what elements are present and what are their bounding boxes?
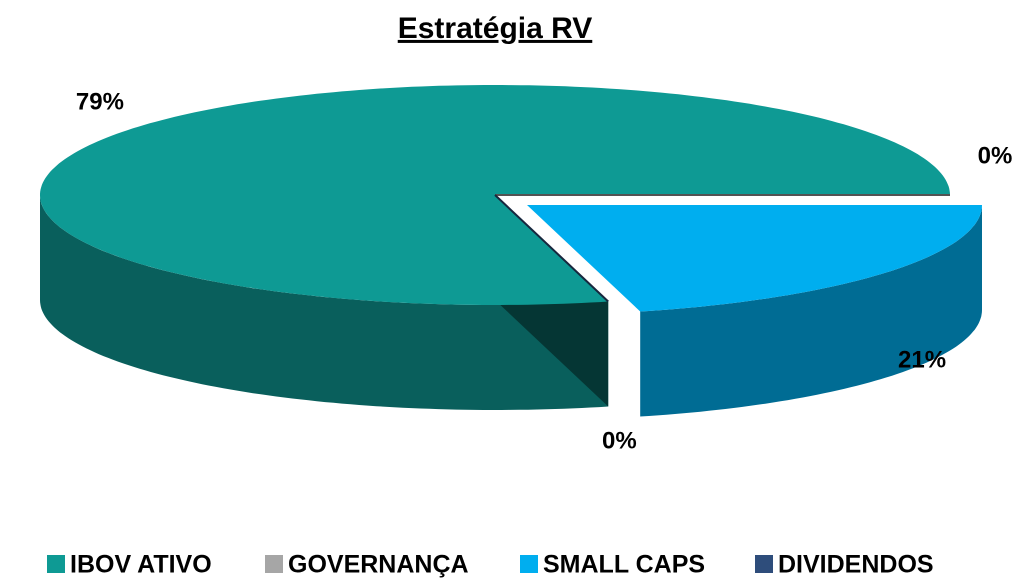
legend-label: IBOV ATIVO <box>70 551 212 579</box>
chart-title: Estratégia RV <box>398 12 593 45</box>
data-label: 79% <box>76 88 124 115</box>
legend-label: GOVERNANÇA <box>288 551 469 579</box>
legend-swatch <box>755 555 773 573</box>
data-label: 0% <box>978 142 1013 169</box>
legend-swatch <box>520 555 538 573</box>
data-label: 0% <box>602 427 637 454</box>
slice-top <box>527 205 982 312</box>
legend-swatch <box>47 555 65 573</box>
slice-side <box>640 205 982 417</box>
data-label: 21% <box>898 347 946 374</box>
legend-swatch <box>265 555 283 573</box>
slice-side <box>40 195 609 410</box>
slice-top <box>494 194 609 303</box>
legend-label: DIVIDENDOS <box>778 551 934 579</box>
legend-label: SMALL CAPS <box>543 551 705 579</box>
